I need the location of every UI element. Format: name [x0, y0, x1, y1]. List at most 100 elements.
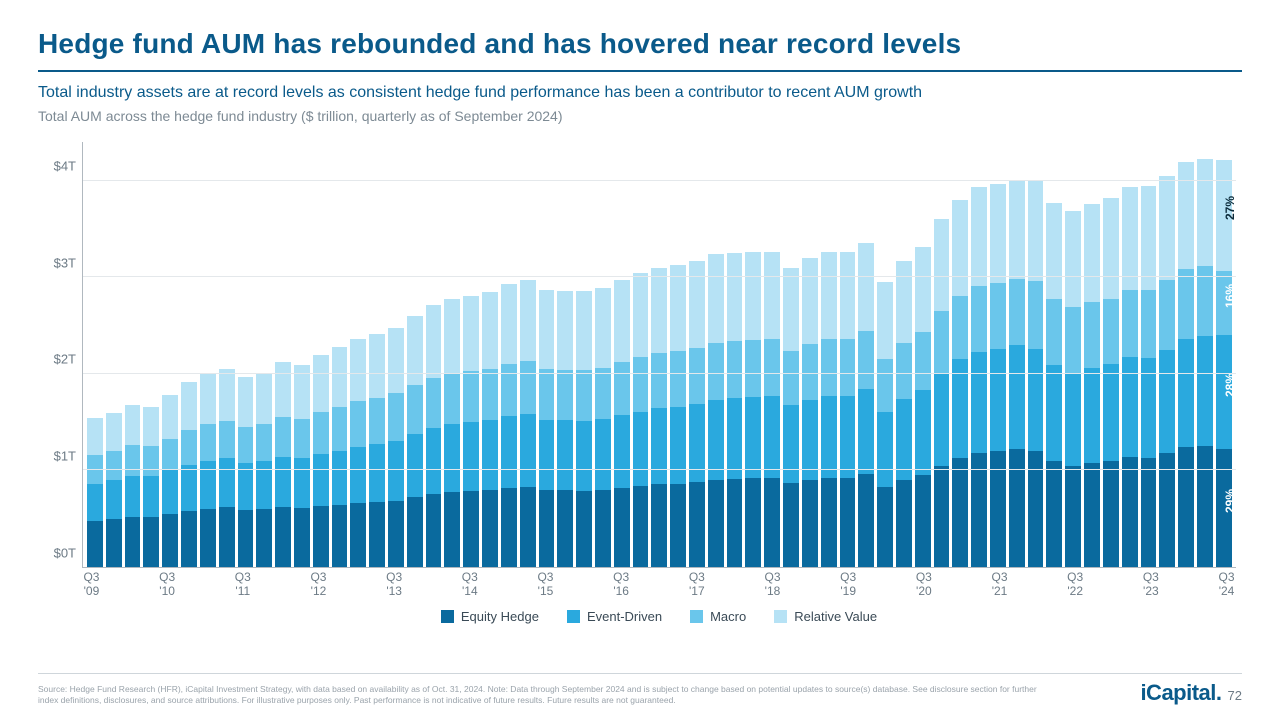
bar	[256, 142, 272, 567]
bar	[576, 142, 592, 567]
bar	[407, 142, 423, 567]
y-tick-label: $2T	[32, 352, 76, 367]
bar-pct-label: 29%	[1223, 489, 1237, 513]
x-tick-label: Q3'14	[462, 570, 478, 598]
bar	[990, 142, 1006, 567]
bar-segment	[238, 377, 254, 427]
bar-segment	[426, 378, 442, 428]
bar-segment	[952, 359, 968, 458]
x-tick-label: Q3'24	[1219, 570, 1235, 598]
bar-segment	[708, 343, 724, 400]
page-title: Hedge fund AUM has rebounded and has hov…	[38, 28, 1242, 60]
bar	[1159, 142, 1175, 567]
bar-segment	[313, 355, 329, 412]
bar-segment	[219, 369, 235, 421]
bar	[858, 142, 874, 567]
bar-segment	[971, 352, 987, 453]
slide: Hedge fund AUM has rebounded and has hov…	[0, 0, 1280, 720]
x-tick-label: Q3'11	[235, 570, 251, 598]
bar-segment	[1028, 349, 1044, 451]
bar-segment	[840, 396, 856, 478]
bar-segment	[1084, 368, 1100, 463]
bar-segment	[633, 357, 649, 411]
bar-segment	[539, 420, 555, 490]
bar-segment	[181, 382, 197, 430]
bar-segment	[350, 447, 366, 503]
bar	[1065, 142, 1081, 567]
bar-segment	[896, 261, 912, 343]
bar-segment	[1159, 350, 1175, 453]
bar	[915, 142, 931, 567]
bar-segment	[294, 458, 310, 508]
bar-segment	[595, 288, 611, 368]
bar-segment	[670, 407, 686, 484]
bar-segment	[783, 483, 799, 567]
plot-area: 29%28%16%27%	[82, 142, 1236, 568]
bar-segment	[482, 369, 498, 420]
bar	[1103, 142, 1119, 567]
bar	[200, 142, 216, 567]
x-tick-label: Q3'22	[1067, 570, 1083, 598]
bar	[238, 142, 254, 567]
x-tick-label: Q3'12	[310, 570, 326, 598]
bar-segment	[915, 475, 931, 567]
bar-segment	[934, 219, 950, 311]
bar-segment	[595, 368, 611, 419]
bar	[1141, 142, 1157, 567]
bar-segment	[651, 484, 667, 567]
y-tick-label: $0T	[32, 546, 76, 561]
bar-segment	[934, 466, 950, 567]
bar	[143, 142, 159, 567]
bar-segment	[952, 458, 968, 567]
bar-segment	[1046, 299, 1062, 365]
bar-segment	[783, 268, 799, 351]
bar	[501, 142, 517, 567]
legend-swatch	[690, 610, 703, 623]
bar-segment	[1197, 446, 1213, 567]
bar-segment	[821, 252, 837, 339]
bar	[444, 142, 460, 567]
bar-segment	[1159, 176, 1175, 280]
bar-segment	[1141, 290, 1157, 359]
bar-segment	[614, 280, 630, 362]
bar-segment	[200, 424, 216, 461]
bar-segment	[1122, 457, 1138, 567]
bar	[877, 142, 893, 567]
bar	[181, 142, 197, 567]
bar-segment	[106, 480, 122, 519]
bar	[1009, 142, 1025, 567]
bar	[1197, 142, 1213, 567]
bar-segment	[275, 417, 291, 457]
title-rule	[38, 70, 1242, 72]
bar-segment	[520, 487, 536, 567]
bar-segment	[1065, 211, 1081, 308]
bar-segment	[708, 400, 724, 480]
bar-segment	[858, 331, 874, 389]
bar	[689, 142, 705, 567]
bar-segment	[1028, 181, 1044, 281]
bar-segment	[840, 252, 856, 339]
bar-segment	[162, 395, 178, 438]
bar-segment	[125, 405, 141, 446]
legend-swatch	[441, 610, 454, 623]
bar-segment	[1065, 466, 1081, 567]
bar	[934, 142, 950, 567]
bar	[350, 142, 366, 567]
bar-segment	[1122, 187, 1138, 289]
bar-segment	[256, 373, 272, 424]
bar-segment	[407, 385, 423, 433]
grid-line	[83, 373, 1236, 374]
bar-segment	[689, 348, 705, 404]
x-tick-label: Q3'18	[764, 570, 780, 598]
bar-segment	[332, 347, 348, 407]
bar-segment	[143, 407, 159, 447]
bar-segment	[482, 420, 498, 490]
bars-container: 29%28%16%27%	[83, 142, 1236, 567]
bar-segment	[369, 444, 385, 502]
bar-segment	[557, 420, 573, 490]
legend-label: Equity Hedge	[461, 609, 539, 624]
bar-segment	[501, 284, 517, 364]
x-tick-label: Q3'16	[613, 570, 629, 598]
bar	[708, 142, 724, 567]
bar-segment	[745, 397, 761, 478]
